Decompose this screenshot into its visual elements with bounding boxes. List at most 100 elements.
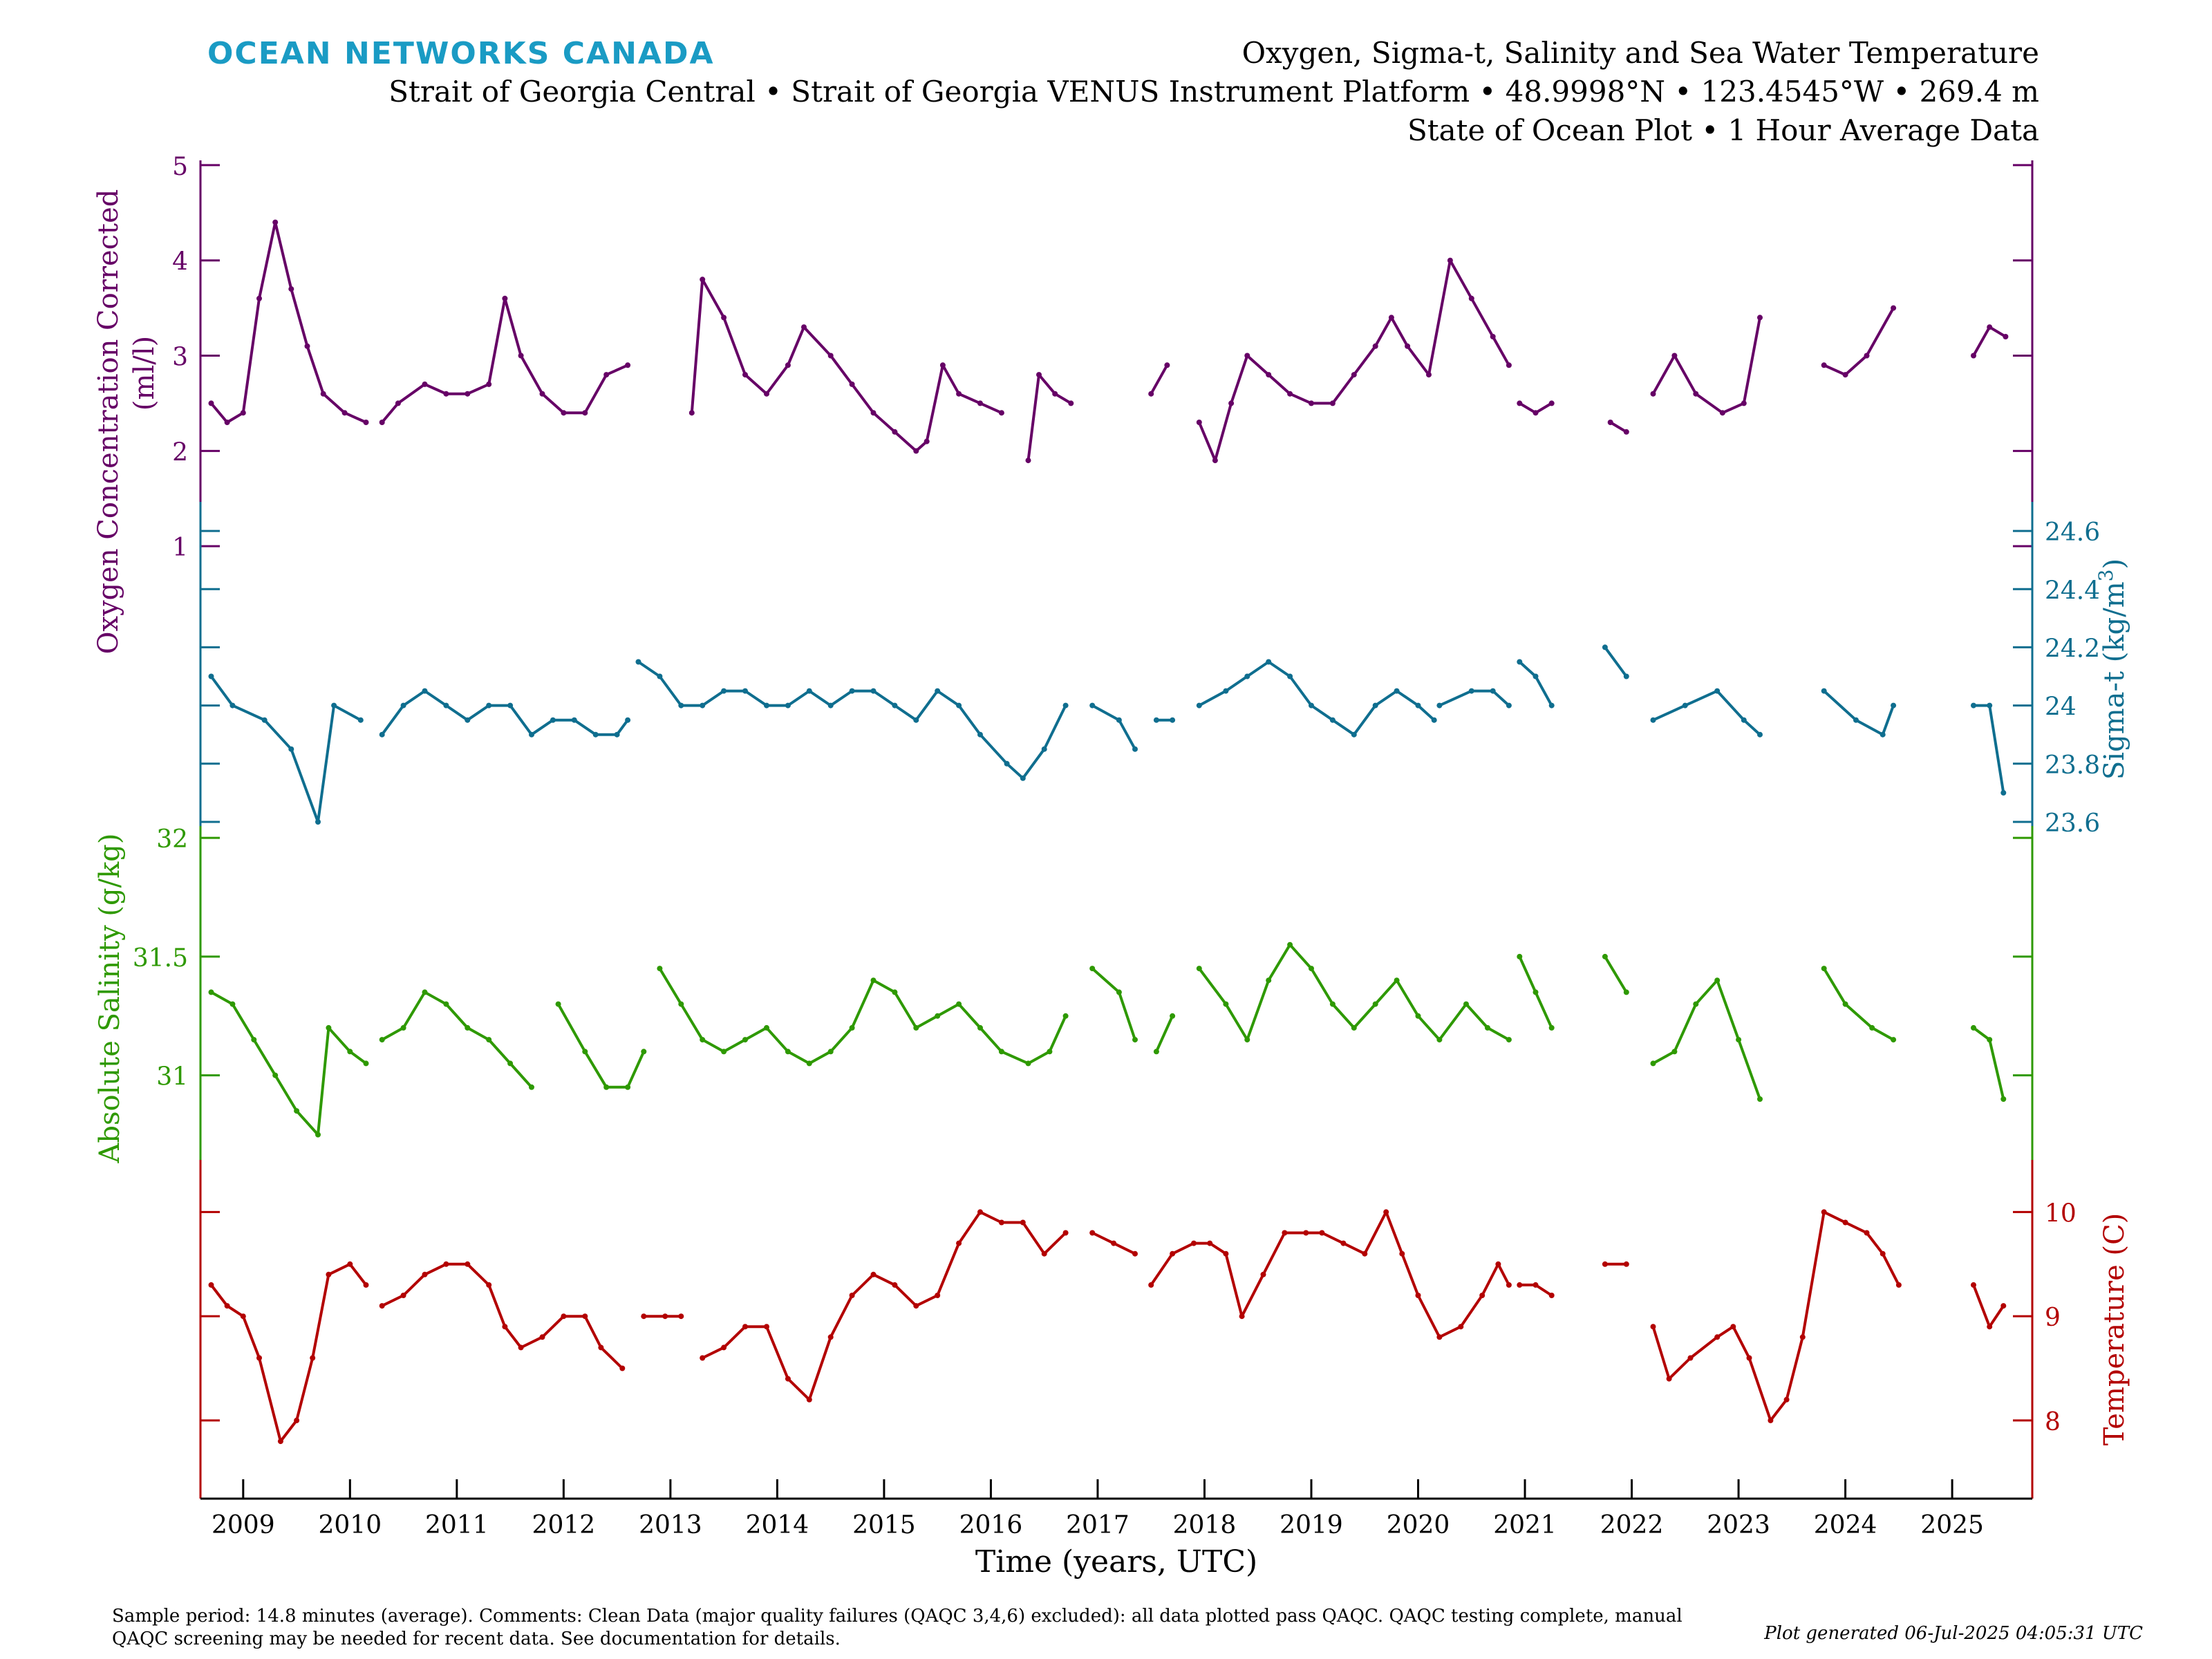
oxygen-data-point xyxy=(1351,372,1357,378)
sigma-t-data-point xyxy=(379,731,385,738)
temperature-data-point xyxy=(1062,1230,1069,1236)
temperature-data-point xyxy=(277,1438,283,1445)
oxygen-data-point xyxy=(1842,372,1848,378)
temperature-series-line xyxy=(702,1210,1067,1401)
salinity-data-point xyxy=(603,1084,610,1090)
sigma-t-series-line xyxy=(209,675,362,823)
salinity-data-point xyxy=(806,1060,812,1067)
sigma-t-data-point xyxy=(764,702,769,709)
salinity-data-point xyxy=(1244,1037,1250,1043)
salinity-data-point xyxy=(1533,989,1539,995)
sigma-t-data-point xyxy=(1431,717,1437,723)
temperature-data-point xyxy=(1971,1282,1976,1288)
temperature-data-point xyxy=(721,1344,727,1351)
temperature-data-point xyxy=(598,1344,604,1351)
oxygen-data-point xyxy=(1719,410,1725,416)
salinity-data-point xyxy=(1517,953,1523,959)
x-axis: 2009 2010 2011 2012 2013 2014 2015 2016 2017 2018… xyxy=(200,1479,2032,1580)
salinity-data-point xyxy=(1132,1037,1138,1043)
oxygen-data-point xyxy=(1287,391,1293,397)
salinity-series-line xyxy=(556,1003,646,1089)
sigma-t-series-line xyxy=(1823,690,1895,736)
temperature-data-point xyxy=(1282,1230,1288,1236)
temperature-data-point xyxy=(619,1365,626,1371)
salinity-data-point xyxy=(657,966,663,972)
salinity-data-point xyxy=(1714,977,1721,984)
salinity-data-point xyxy=(555,1001,561,1007)
oxygen-data-point xyxy=(288,286,294,292)
oxygen-data-point xyxy=(1650,391,1656,397)
salinity-tick-label: 32 xyxy=(156,825,188,854)
oxygen-data-point xyxy=(849,381,855,387)
temperature-data-point xyxy=(700,1355,706,1361)
sigma-t-tick-label: 23.8 xyxy=(2045,751,2100,780)
sigma-t-data-point xyxy=(1153,717,1159,723)
sigma-t-data-point xyxy=(208,673,214,679)
temperature-tick-label: 10 xyxy=(2045,1199,2077,1228)
oxygen-data-point xyxy=(1244,353,1250,359)
sigma-t-series-line xyxy=(1604,646,1628,677)
salinity-data-point xyxy=(1329,1001,1335,1007)
salinity-data-point xyxy=(1436,1037,1443,1043)
temperature-data-point xyxy=(1666,1376,1672,1382)
x-tick-label: 2018 xyxy=(1173,1511,1237,1539)
sigma-t-data-point xyxy=(849,688,855,694)
x-tick-label: 2022 xyxy=(1600,1511,1664,1539)
salinity-data-point xyxy=(678,1001,684,1007)
temperature-data-point xyxy=(785,1376,791,1382)
sigma-t-data-point xyxy=(1287,673,1293,679)
sigma-t-data-point xyxy=(1020,775,1026,781)
sigma-t-data-point xyxy=(1971,702,1976,709)
salinity-data-point xyxy=(582,1049,588,1055)
oxygen-data-point xyxy=(2003,334,2009,339)
oxygen-data-point xyxy=(785,362,791,368)
temperature-data-point xyxy=(1864,1230,1870,1236)
salinity-data-point xyxy=(379,1037,385,1043)
salinity-data-point xyxy=(1485,1024,1490,1031)
oxygen-data-point xyxy=(700,276,706,283)
sigma-t-data-point xyxy=(913,717,919,723)
oxygen-data-point xyxy=(742,372,748,378)
temperature-axis-title: Temperature (C) xyxy=(2099,1213,2130,1446)
x-axis-title: Time (years, UTC) xyxy=(975,1544,1257,1580)
salinity-data-point xyxy=(229,1001,236,1007)
sigma-t-data-point xyxy=(870,688,877,694)
oxygen-data-point xyxy=(1607,420,1613,425)
oxygen-data-point xyxy=(539,391,545,397)
oxygen-data-point xyxy=(1426,372,1432,378)
oxygen-data-point xyxy=(801,324,807,330)
oxygen-tick-label: 2 xyxy=(172,438,188,467)
salinity-data-point xyxy=(935,1013,941,1019)
temperature-data-point xyxy=(870,1271,877,1277)
temperature-data-point xyxy=(1020,1219,1026,1226)
temperature-data-point xyxy=(1714,1334,1721,1340)
salinity-data-point xyxy=(208,989,214,995)
oxygen-data-point xyxy=(320,391,326,397)
salinity-data-point xyxy=(507,1060,514,1067)
sigma-t-data-point xyxy=(1682,702,1688,709)
temperature-data-point xyxy=(1987,1324,1993,1330)
oxygen-data-point xyxy=(379,420,385,425)
salinity-data-point xyxy=(1971,1024,1976,1031)
sigma-t-tick-label: 23.6 xyxy=(2045,809,2100,838)
sigma-t-data-point xyxy=(700,702,706,709)
x-tick-label: 2017 xyxy=(1066,1511,1130,1539)
sigma-t-data-point xyxy=(1650,717,1656,723)
oxygen-data-point xyxy=(582,410,588,416)
salinity-series-line xyxy=(210,991,367,1136)
salinity-series-line xyxy=(1604,955,1628,993)
oxygen-data-point xyxy=(827,353,834,359)
oxygen-data-point xyxy=(341,410,348,416)
temperature-data-point xyxy=(208,1282,214,1288)
salinity-data-point xyxy=(1223,1001,1229,1007)
salinity-data-point xyxy=(251,1037,257,1043)
oxygen-axis-title: Oxygen Concentration Corrected xyxy=(93,189,124,655)
sigma-t-data-point xyxy=(742,688,748,694)
salinity-data-point xyxy=(849,1024,855,1031)
sigma-t-data-point xyxy=(1533,673,1539,679)
oxygen-data-point xyxy=(465,391,471,397)
salinity-series-line xyxy=(1652,979,1761,1100)
temperature-data-point xyxy=(1821,1209,1827,1215)
temperature-data-point xyxy=(1191,1240,1197,1246)
